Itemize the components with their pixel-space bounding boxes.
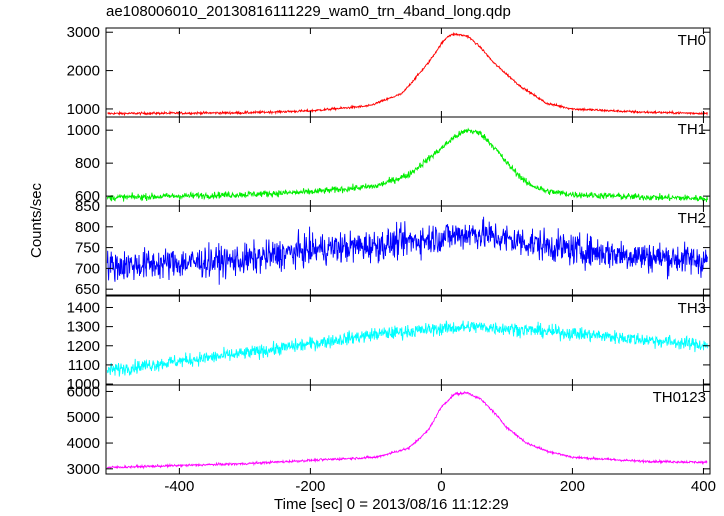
y-tick-label: 750 [75,240,100,257]
y-tick-label: 5000 [67,409,100,426]
panel-frame-th2 [105,205,711,296]
panel-label-th3: TH3 [678,300,706,317]
y-tick-label: 1000 [67,376,100,393]
series-line-th0 [107,31,708,117]
y-tick-label: 6000 [67,383,100,400]
x-tick-label: -200 [295,478,325,495]
series-line-th1 [106,127,708,203]
y-tick-label: 1000 [67,122,100,139]
panel-label-th0123: TH0123 [653,389,706,406]
y-tick-label: 1300 [67,319,100,336]
x-axis-label: Time [sec] 0 = 2013/08/16 11:12:29 [274,496,509,513]
y-tick-label: 1000 [67,101,100,118]
y-tick-label: 650 [75,281,100,298]
y-tick-label: 4000 [67,435,100,452]
y-tick-label: 800 [75,219,100,236]
x-tick-label: 0 [437,478,445,495]
y-tick-label: 3000 [67,24,100,41]
y-tick-label: 2000 [67,63,100,80]
panel-frame-th0123 [105,384,711,475]
y-tick-label: 3000 [67,461,100,478]
x-tick-label: -400 [164,478,194,495]
series-line-th0123 [106,391,708,470]
x-tick-label: 400 [691,478,716,495]
series-line-th2 [106,216,708,285]
y-tick-label: 800 [75,155,100,172]
y-tick-label: 1400 [67,299,100,316]
y-tick-label: 1100 [68,357,100,374]
series-line-th3 [106,320,708,377]
x-tick-label: 200 [560,478,585,495]
y-tick-label: 850 [75,198,100,215]
panel-frame-th0 [105,27,711,118]
panel-frame-th1 [105,116,711,207]
panel-label-th2: TH2 [678,210,706,227]
y-tick-label: 600 [75,188,100,205]
y-tick-label: 700 [75,260,100,277]
panel-label-th1: TH1 [678,121,706,138]
y-tick-label: 1200 [67,338,100,355]
chart-title: ae108006010_20130816111229_wam0_trn_4ban… [106,3,511,20]
panel-label-th0: TH0 [678,32,706,49]
